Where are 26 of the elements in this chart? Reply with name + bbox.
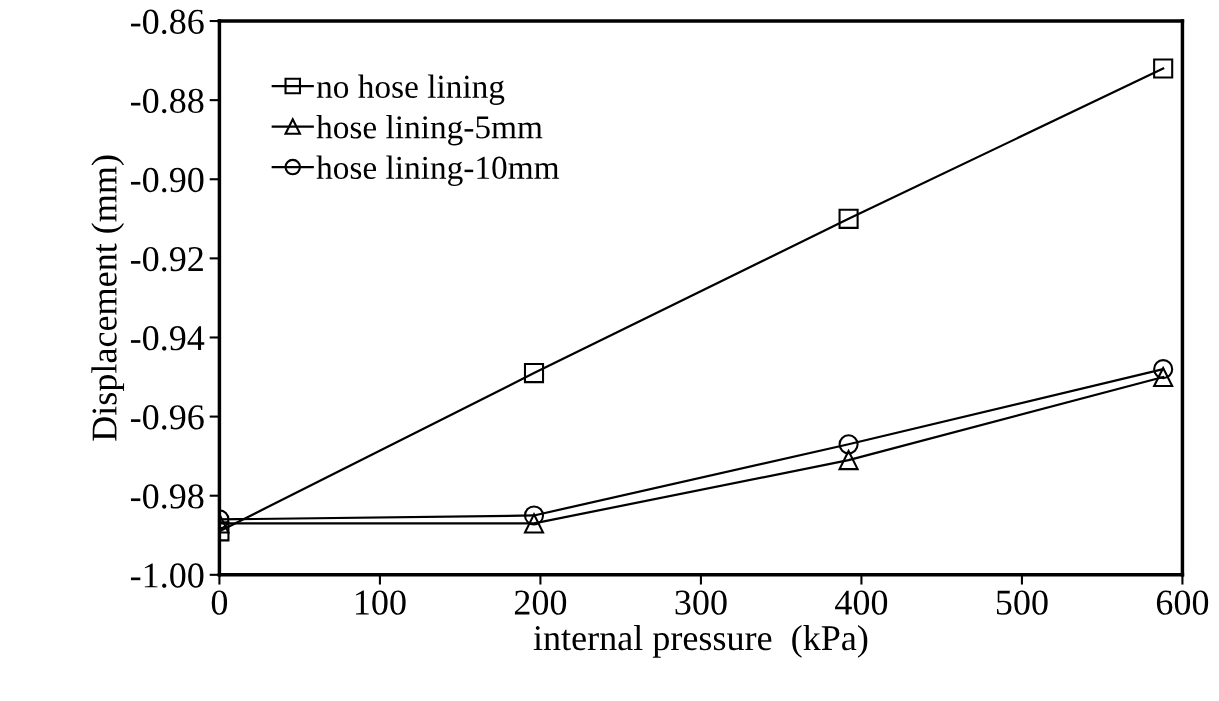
legend-label: hose lining-5mm xyxy=(316,115,543,146)
legend-label: hose lining-10mm xyxy=(316,155,560,186)
x-tick-label: 400 xyxy=(835,590,888,615)
y-axis-title: Displacement (mm) xyxy=(91,155,125,441)
x-tick-label: 600 xyxy=(1156,590,1209,615)
legend-label: no hose lining xyxy=(316,74,505,105)
y-tick-label: -0.92 xyxy=(130,246,203,272)
x-axis-title: internal pressure (kPa) xyxy=(533,624,868,658)
point xyxy=(1153,366,1174,388)
x-tick-label: 200 xyxy=(514,590,567,615)
point xyxy=(838,434,859,455)
point xyxy=(1153,359,1174,380)
point xyxy=(838,208,859,229)
y-tick-label: -0.98 xyxy=(130,484,204,509)
x-tick-label: 500 xyxy=(996,590,1048,615)
point xyxy=(1153,58,1174,79)
x-tick-label: 0 xyxy=(211,590,228,615)
x-tick-label: 300 xyxy=(675,590,727,615)
y-tick-label: -0.94 xyxy=(130,326,205,351)
y-tick-label: -0.86 xyxy=(130,9,204,35)
x-tick-label: 100 xyxy=(356,590,406,615)
point xyxy=(838,450,859,471)
y-tick-label: -0.96 xyxy=(130,405,204,430)
y-tick-label: -0.88 xyxy=(130,88,204,114)
y-tick-label: -1.00 xyxy=(130,563,204,588)
y-tick-label: -0.90 xyxy=(130,167,204,193)
